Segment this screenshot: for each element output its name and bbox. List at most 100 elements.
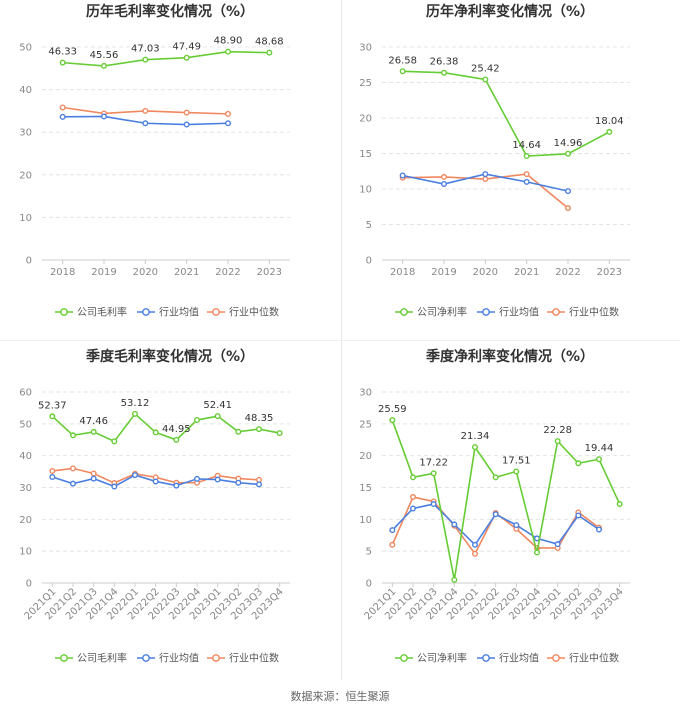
legend-label: 行业中位数 [229,652,279,665]
legend-label: 行业均值 [499,306,539,319]
y-tick-label: 0 [26,579,32,590]
y-tick-label: 10 [19,547,32,558]
data-point [214,476,221,483]
data-point [59,113,66,120]
data-point [596,456,603,463]
data-point [440,69,447,76]
data-label: 19.44 [585,443,614,454]
data-point [409,505,416,512]
legend-label: 行业中位数 [229,306,279,319]
data-source-note: 数据来源：恒生聚源 [290,690,390,703]
data-label: 47.49 [172,42,201,53]
legend-label: 行业均值 [159,306,199,319]
chart-quarterly-gross-margin: 季度毛利率变化情况（%） 0 10 20 30 40 50 60 2021Q1 2021Q2 202… [0,345,340,685]
data-point [235,428,242,435]
data-point [266,49,273,56]
data-point [214,413,221,420]
data-point [492,511,499,518]
data-point [606,128,613,135]
y-tick-label: 5 [366,220,372,231]
data-point [142,120,149,127]
data-point [513,522,520,529]
legend-label: 公司净利率 [417,306,467,319]
data-label: 44.95 [162,424,191,435]
legend-swatch-marker [400,308,408,316]
y-tick-label: 0 [366,256,372,267]
data-point [59,104,66,111]
legend-item[interactable]: 行业中位数 [547,652,619,665]
data-point [471,541,478,548]
legend-item[interactable]: 行业中位数 [207,306,279,319]
data-point [183,109,190,116]
chart-title: 季度毛利率变化情况（%） [85,348,254,365]
data-point [69,480,76,487]
y-tick-label: 20 [359,114,372,125]
chart-quarterly-net-margin: 季度净利率变化情况（%） 0 5 10 15 20 25 30 2021Q1 2021Q2 2021… [340,345,680,685]
legend-item[interactable]: 行业中位数 [207,652,279,665]
legend-item[interactable]: 行业中位数 [547,306,619,319]
legend-item[interactable]: 公司毛利率 [55,306,127,319]
data-point [152,429,159,436]
data-point [564,150,571,157]
chart-title: 季度净利率变化情况（%） [425,348,594,365]
data-label: 52.37 [38,400,67,411]
legend-swatch-marker [60,308,68,316]
x-tick-label: 2023 [597,267,622,278]
data-point [69,432,76,439]
data-point [142,56,149,63]
data-point [90,475,97,482]
data-point [533,549,540,556]
data-point [564,188,571,195]
y-tick-label: 40 [19,451,32,462]
x-tick-label: 2021 [174,267,199,278]
data-point [554,541,561,548]
y-tick-label: 30 [359,43,372,54]
data-label: 25.59 [378,404,407,415]
y-tick-label: 30 [359,388,372,399]
data-point [193,475,200,482]
data-point [256,481,263,488]
legend-item[interactable]: 公司毛利率 [55,652,127,665]
annual-gross-margin-svg: 历年毛利率变化情况（%） 0 10 20 30 40 50 2018 2019 2020 2021 2… [19,3,290,319]
y-tick-label: 5 [366,547,372,558]
legend-item[interactable]: 行业均值 [137,652,199,665]
y-tick-label: 10 [359,185,372,196]
data-point [49,467,56,474]
data-point [492,474,499,481]
legend-item[interactable]: 行业均值 [477,306,539,319]
annual-net-margin-svg: 历年净利率变化情况（%） 0 5 10 15 20 25 30 2018 2019 2020 2021… [359,3,630,319]
data-point [256,426,263,433]
y-tick-label: 50 [19,43,32,54]
data-point [440,173,447,180]
data-point [224,120,231,127]
y-tick-label: 25 [359,419,372,430]
legend-swatch-marker [212,308,220,316]
data-point [554,438,561,445]
legend-label: 公司毛利率 [77,306,127,319]
data-label: 26.38 [430,57,459,68]
legend-item[interactable]: 行业均值 [137,306,199,319]
horizontal-divider [0,340,680,341]
x-tick-label: 2020 [473,267,498,278]
y-tick-label: 0 [366,579,372,590]
data-label: 25.42 [471,64,500,75]
x-tick-label: 2023 [257,267,282,278]
legend-swatch-marker [482,654,490,662]
quarterly-net-margin-svg: 季度净利率变化情况（%）0510152025302021Q12021Q22021… [359,348,630,665]
legend-label: 公司毛利率 [77,652,127,665]
legend-label: 行业中位数 [569,652,619,665]
legend-item[interactable]: 公司净利率 [395,306,467,319]
legend-item[interactable]: 行业均值 [477,652,539,665]
data-point [224,110,231,117]
data-point [276,430,283,437]
series-line-0 [62,50,270,67]
data-label: 21.34 [461,431,490,442]
legend-label: 行业均值 [499,652,539,665]
data-label: 52.41 [203,400,232,411]
data-label: 26.58 [388,55,417,66]
legend-label: 行业均值 [159,652,199,665]
y-tick-label: 50 [19,419,32,430]
data-point [471,444,478,451]
legend-swatch-marker [212,654,220,662]
legend-item[interactable]: 公司净利率 [395,652,467,665]
